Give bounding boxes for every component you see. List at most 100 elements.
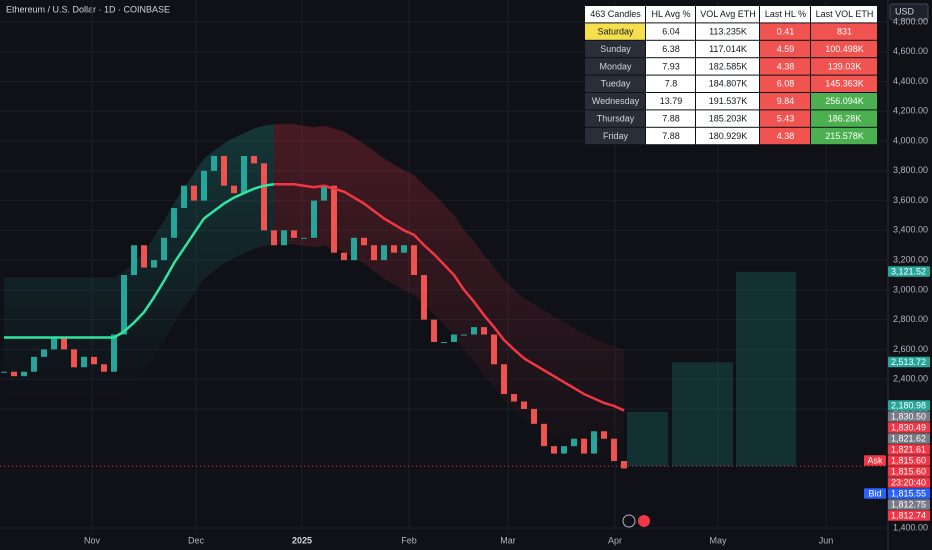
candle — [501, 364, 507, 395]
candle — [281, 230, 287, 246]
table-header: Last HL % — [765, 9, 806, 19]
table-header: Last VOL ETH — [816, 9, 874, 19]
candle — [31, 356, 37, 372]
table-header: VOL Avg ETH — [700, 9, 756, 19]
candle — [361, 237, 367, 246]
candle — [471, 327, 477, 335]
table-cell-text: 4.38 — [777, 61, 795, 71]
table-cell-text: 0.41 — [777, 26, 795, 36]
candle — [11, 371, 17, 377]
x-tick-label: Dec — [188, 535, 205, 545]
candle — [451, 334, 457, 342]
table-cell — [811, 127, 877, 145]
table-cell-text: 185.203K — [709, 113, 748, 123]
table-cell-text: Thursday — [597, 113, 635, 123]
y-tick-label: 4,400.00 — [893, 76, 928, 86]
table-cell — [696, 75, 759, 92]
table-cell-text: 6.38 — [662, 44, 680, 54]
price-label-bg — [888, 466, 930, 477]
y-tick-label: 4,800.00 — [893, 16, 928, 26]
price-label-bg — [888, 266, 930, 277]
x-tick-label: May — [709, 535, 727, 545]
price-label: 1,815.60 — [891, 456, 926, 466]
candle — [231, 185, 237, 194]
table-cell-text: 7.93 — [662, 61, 680, 71]
table-cell — [585, 75, 645, 92]
candle — [371, 245, 377, 261]
y-tick-label: 3,400.00 — [893, 225, 928, 235]
price-label-bg — [888, 444, 930, 455]
candle — [561, 446, 567, 454]
x-tick-label: Mar — [500, 535, 516, 545]
table-cell-text: Wednesday — [592, 96, 640, 106]
table-cell — [646, 58, 695, 75]
table-cell — [585, 23, 645, 40]
price-label: 1,830.50 — [891, 412, 926, 422]
y-tick-label: 4,000.00 — [893, 135, 928, 145]
table-cell — [811, 40, 877, 58]
moving-average — [4, 182, 275, 339]
y-tick-label: 3,800.00 — [893, 165, 928, 175]
price-label-bg — [888, 400, 930, 411]
table-cell-text: Friday — [603, 131, 629, 141]
price-tag-bg — [864, 455, 886, 466]
y-tick-label: 3,200.00 — [893, 254, 928, 264]
price-label-bg — [888, 477, 930, 488]
price-label: 1,821.61 — [891, 445, 926, 455]
candle — [491, 334, 497, 365]
table-cell-text: 184.807K — [709, 79, 748, 89]
table-cell — [646, 23, 695, 40]
candle — [351, 237, 357, 261]
table-cell-text: 145.363K — [825, 79, 864, 89]
table-cell — [696, 127, 759, 145]
candle — [311, 200, 317, 238]
table-cell-text: 117.014K — [709, 44, 747, 54]
table-cell-text: 7.88 — [662, 131, 680, 141]
projection-box — [627, 411, 668, 467]
table-cell-text: Monday — [599, 61, 632, 71]
table-cell — [646, 127, 695, 145]
price-label-bg — [888, 510, 930, 521]
moving-average — [274, 182, 625, 412]
table-cell — [760, 58, 810, 75]
ma-glow — [274, 124, 624, 471]
projection-box — [672, 362, 733, 467]
candle — [181, 185, 187, 209]
price-label: 2,180.98 — [891, 401, 926, 411]
y-tick-label: 2,600.00 — [893, 344, 928, 354]
x-tick-label: 2025 — [292, 535, 312, 545]
table-header-cell — [646, 6, 695, 23]
currency-button[interactable] — [889, 3, 929, 21]
table-cell — [696, 58, 759, 75]
table-cell — [696, 40, 759, 58]
candle — [591, 431, 597, 454]
table-cell — [696, 110, 759, 127]
table-cell — [646, 40, 695, 58]
table-cell-text: 139.03K — [828, 61, 862, 71]
candle — [101, 364, 107, 372]
symbol-title: Ethereum / U.S. Dollar · 1D · COINBASE — [6, 4, 170, 14]
y-tick-label: 1,400.00 — [893, 522, 928, 532]
candle — [551, 446, 557, 454]
table-cell — [760, 40, 810, 58]
candle — [391, 245, 397, 253]
table-header-cell — [811, 6, 877, 23]
candle — [421, 275, 427, 320]
table-cell-text: 9.84 — [777, 96, 795, 106]
candle — [201, 170, 207, 201]
table-cell — [760, 23, 810, 40]
table-cell — [811, 58, 877, 75]
table-cell — [760, 127, 810, 145]
price-label: 1,815.55 — [891, 489, 926, 499]
table-cell-text: Saturday — [597, 26, 634, 36]
candle — [191, 185, 197, 201]
table-cell — [696, 23, 759, 40]
table-cell — [585, 127, 645, 145]
table-cell — [585, 110, 645, 127]
candle — [81, 356, 87, 368]
table-cell — [646, 75, 695, 92]
candle — [221, 155, 227, 186]
x-tick-label: Jun — [819, 535, 834, 545]
candle — [531, 408, 537, 424]
